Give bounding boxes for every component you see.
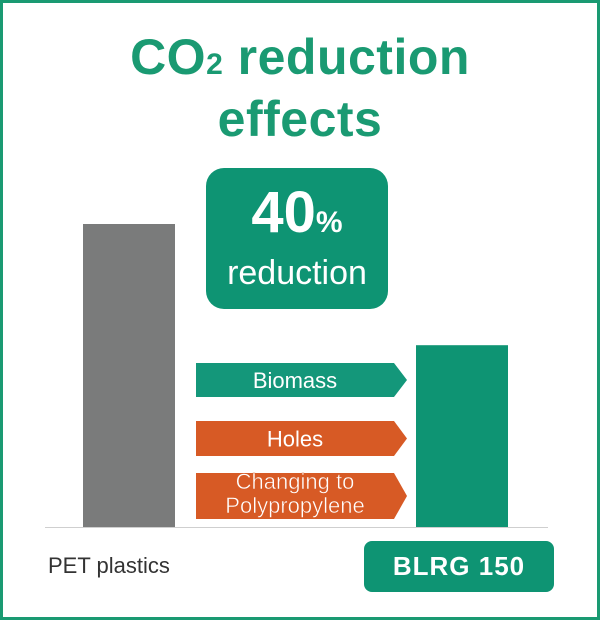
category-label-pet: PET plastics xyxy=(48,553,170,578)
title-rest: reduction xyxy=(223,29,470,85)
badge-percent: 40% xyxy=(206,182,388,254)
badge-word: reduction xyxy=(227,254,367,292)
title-line-2: effects xyxy=(217,91,383,147)
arrow-1 xyxy=(196,421,407,456)
title-prefix: CO xyxy=(130,29,207,85)
badge-value: 40 xyxy=(251,180,316,245)
arrow-label-2-line-0: Changing to xyxy=(236,469,355,494)
category-label-blrg: BLRG 150 xyxy=(364,541,554,592)
arrow-label-0: Biomass xyxy=(253,368,337,393)
badge-unit: % xyxy=(315,206,343,239)
arrow-label-1: Holes xyxy=(267,427,323,452)
reduction-badge: 40% reduction xyxy=(206,168,388,309)
arrow-2 xyxy=(196,473,407,519)
title-subscript: 2 xyxy=(206,48,224,81)
bar-1 xyxy=(416,345,508,527)
arrow-label-2-line-1: Polypropylene xyxy=(225,493,364,518)
title-line-1: CO2 reduction xyxy=(0,30,600,92)
bar-0 xyxy=(83,224,175,527)
chart-title: CO2 reduction effects xyxy=(0,30,600,146)
arrow-0 xyxy=(196,363,407,397)
